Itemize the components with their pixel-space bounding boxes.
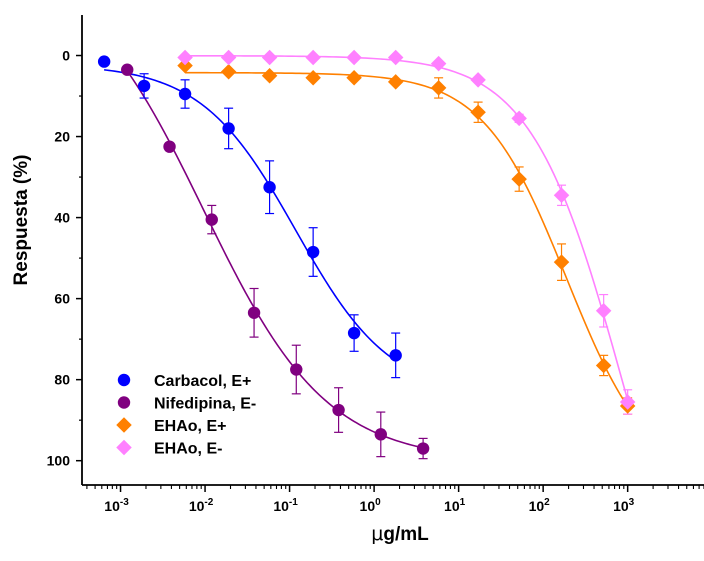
point-ehao-e bbox=[511, 110, 527, 127]
y-tick-label: 80 bbox=[54, 372, 70, 388]
point-ehao-e bbox=[430, 80, 447, 96]
point-ehao-e bbox=[430, 55, 447, 72]
legend-label-carbacol-e: Carbacol, E+ bbox=[154, 373, 251, 390]
fit-curve-carbacol-e bbox=[104, 69, 397, 362]
x-tick-label: 10-1 bbox=[273, 497, 298, 514]
point-ehao-e bbox=[346, 70, 362, 86]
x-tick-label: 10-3 bbox=[104, 497, 129, 514]
point-ehao-e bbox=[305, 49, 321, 66]
point-ehao-e bbox=[387, 49, 404, 66]
x-tick-label: 101 bbox=[444, 497, 466, 514]
point-ehao-e bbox=[346, 49, 362, 66]
point-ehao-e bbox=[305, 70, 321, 86]
fitted-curves bbox=[104, 54, 629, 449]
point-ehao-e bbox=[387, 74, 404, 90]
point-carbacol-e bbox=[263, 180, 276, 194]
x-tick-label: 100 bbox=[360, 497, 382, 514]
legend-label-ehao-e: EHAo, E- bbox=[154, 441, 222, 458]
x-tick-label: 103 bbox=[613, 497, 635, 514]
x-axis-title-unit: g/mL bbox=[383, 524, 429, 545]
point-carbacol-e bbox=[306, 245, 320, 259]
point-ehao-e bbox=[511, 171, 527, 187]
point-nifedipina-e bbox=[163, 140, 176, 153]
point-ehao-e bbox=[261, 49, 278, 66]
y-tick-label: 20 bbox=[54, 129, 70, 145]
fit-curve-ehao-e bbox=[185, 71, 629, 407]
legend: Carbacol, E+ Nifedipina, E- EHAo, E+ EHAo, … bbox=[116, 373, 256, 458]
point-ehao-e bbox=[261, 68, 278, 84]
fit-curve-nifedipina-e bbox=[126, 70, 424, 449]
legend-marker-carbacol-e bbox=[117, 373, 131, 387]
legend-marker-ehao-e bbox=[116, 439, 132, 456]
point-carbacol-e bbox=[137, 79, 151, 93]
axes: 0 20 40 60 80 100 10-3 10-2 10-1 100 101 102 103 bbox=[47, 15, 704, 514]
point-nifedipina-e bbox=[416, 442, 430, 455]
point-ehao-e bbox=[595, 357, 612, 374]
y-tick-label: 0 bbox=[62, 48, 70, 64]
point-nifedipina-e bbox=[290, 363, 303, 376]
x-axis-title: μg/mL bbox=[371, 523, 429, 545]
point-ehao-e bbox=[470, 72, 486, 88]
fit-curve-ehao-e bbox=[185, 54, 629, 401]
legend-marker-ehao-e bbox=[116, 417, 132, 433]
y-tick-label: 40 bbox=[54, 210, 70, 226]
point-ehao-e bbox=[619, 394, 636, 410]
x-tick-label: 10-2 bbox=[189, 497, 214, 514]
point-carbacol-e bbox=[347, 326, 361, 340]
y-tick-label: 60 bbox=[54, 291, 70, 307]
point-ehao-e bbox=[177, 49, 193, 66]
point-carbacol-e bbox=[178, 87, 192, 101]
y-tick-label: 100 bbox=[47, 453, 71, 469]
data-markers bbox=[97, 49, 636, 455]
point-carbacol-e bbox=[222, 122, 235, 135]
legend-marker-nifedipina-e bbox=[117, 396, 131, 409]
point-ehao-e bbox=[553, 254, 570, 270]
point-ehao-e bbox=[470, 104, 486, 120]
point-ehao-e bbox=[177, 57, 193, 74]
point-nifedipina-e bbox=[121, 63, 134, 76]
point-carbacol-e bbox=[389, 349, 402, 362]
point-carbacol-e bbox=[97, 55, 111, 68]
point-ehao-e bbox=[220, 63, 237, 80]
point-ehao-e bbox=[220, 49, 237, 66]
y-axis-title: Respuesta (%) bbox=[11, 155, 32, 286]
point-nifedipina-e bbox=[332, 403, 345, 417]
legend-label-nifedipina-e: Nifedipina, E- bbox=[154, 396, 256, 413]
x-tick-label: 102 bbox=[529, 497, 551, 514]
legend-label-ehao-e: EHAo, E+ bbox=[154, 418, 226, 435]
x-axis-title-mu: μ bbox=[371, 523, 383, 545]
point-nifedipina-e bbox=[374, 428, 387, 441]
point-nifedipina-e bbox=[205, 213, 218, 226]
point-ehao-e bbox=[595, 303, 612, 319]
point-nifedipina-e bbox=[247, 306, 261, 320]
point-ehao-e bbox=[553, 187, 570, 204]
